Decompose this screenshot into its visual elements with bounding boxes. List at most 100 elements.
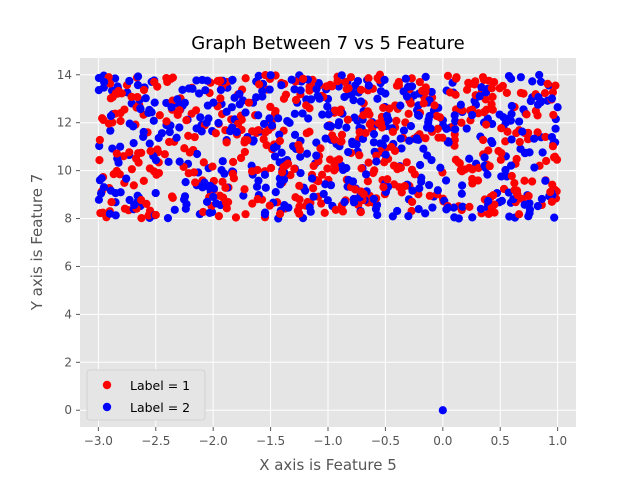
data-point-label-1 xyxy=(376,118,386,128)
data-point-label-1 xyxy=(338,207,348,216)
data-point-label-1 xyxy=(278,168,287,177)
data-point-label-1 xyxy=(443,71,453,80)
data-point-label-1 xyxy=(295,209,304,218)
data-point-label-1 xyxy=(549,110,558,120)
data-point-label-1 xyxy=(357,164,366,173)
data-point-label-1 xyxy=(490,200,499,209)
data-point-label-1 xyxy=(484,76,494,85)
data-point-label-1 xyxy=(224,198,233,207)
data-point-label-2 xyxy=(241,108,250,117)
data-point-label-1 xyxy=(331,205,340,214)
data-point-label-1 xyxy=(162,117,171,126)
data-point-label-2 xyxy=(361,170,371,179)
data-point-label-2 xyxy=(122,174,131,183)
data-point-label-1 xyxy=(379,103,388,112)
data-point-label-2 xyxy=(216,85,225,95)
data-point-label-2 xyxy=(369,130,379,139)
data-point-label-2 xyxy=(265,85,274,94)
data-point-label-2 xyxy=(417,173,426,182)
data-point-label-2 xyxy=(483,170,492,179)
data-point-label-2 xyxy=(533,202,542,211)
data-point-label-1 xyxy=(379,183,388,192)
data-point-label-1 xyxy=(153,82,162,91)
data-point-label-2 xyxy=(507,135,516,144)
data-point-label-2 xyxy=(323,122,332,131)
data-point-label-2 xyxy=(296,152,305,161)
data-point-label-1 xyxy=(490,208,499,217)
data-point-label-2 xyxy=(326,181,336,190)
data-point-label-2 xyxy=(381,150,390,159)
data-point-label-2 xyxy=(175,157,184,166)
data-point-label-1 xyxy=(317,199,326,208)
data-points xyxy=(94,70,562,415)
data-point-label-1 xyxy=(402,158,411,167)
data-point-label-1 xyxy=(119,152,128,161)
data-point-label-1 xyxy=(547,197,556,206)
data-point-label-2 xyxy=(151,188,160,198)
data-point-label-1 xyxy=(139,176,148,185)
data-point-label-1 xyxy=(393,165,402,174)
data-point-label-2 xyxy=(202,197,212,206)
data-point-label-2 xyxy=(270,152,280,161)
data-point-label-2 xyxy=(507,74,516,83)
data-point-label-2 xyxy=(383,116,392,125)
data-point-label-2 xyxy=(406,122,416,131)
data-point-label-2 xyxy=(507,109,516,119)
data-point-label-2 xyxy=(353,76,363,86)
data-point-label-2 xyxy=(125,76,134,86)
data-point-label-2 xyxy=(488,119,497,129)
data-point-label-2 xyxy=(356,97,366,106)
data-point-label-1 xyxy=(279,94,289,103)
data-point-label-1 xyxy=(495,84,504,93)
data-point-label-2 xyxy=(547,94,557,103)
legend: Label = 1 Label = 2 xyxy=(86,369,206,421)
data-point-label-1 xyxy=(466,79,475,88)
data-point-label-1 xyxy=(533,128,542,137)
data-point-label-2 xyxy=(350,113,359,122)
data-point-label-1 xyxy=(216,94,225,103)
data-point-label-2 xyxy=(518,127,527,136)
data-point-label-2 xyxy=(105,209,114,218)
data-point-label-1 xyxy=(120,105,129,114)
data-point-label-2 xyxy=(290,130,300,139)
data-point-label-2 xyxy=(528,77,537,86)
data-point-label-2 xyxy=(465,154,474,163)
data-point-label-1 xyxy=(213,76,222,86)
data-point-label-2 xyxy=(348,177,358,186)
data-point-label-1 xyxy=(151,210,160,220)
data-point-label-2 xyxy=(396,101,405,110)
data-point-label-1 xyxy=(541,132,550,142)
data-point-label-1 xyxy=(133,92,142,102)
data-point-label-2 xyxy=(456,100,465,109)
data-point-label-2 xyxy=(458,202,467,211)
data-point-label-2 xyxy=(106,186,115,195)
data-point-label-1 xyxy=(231,213,241,222)
data-point-label-1 xyxy=(112,149,121,158)
data-point-label-2 xyxy=(206,181,215,190)
data-point-label-1 xyxy=(333,77,342,86)
data-point-label-2 xyxy=(381,134,390,143)
data-point-label-1 xyxy=(95,156,104,165)
data-point-label-2 xyxy=(194,89,204,98)
data-point-label-1 xyxy=(320,208,329,217)
data-point-label-1 xyxy=(435,113,445,122)
data-point-label-1 xyxy=(113,89,122,98)
data-point-label-2 xyxy=(484,196,493,206)
data-point-label-1 xyxy=(214,212,224,221)
data-point-label-2 xyxy=(480,153,489,162)
data-point-label-1 xyxy=(191,178,200,187)
data-point-label-2 xyxy=(323,196,332,205)
data-point-label-1 xyxy=(175,106,184,115)
data-point-label-1 xyxy=(503,127,512,136)
data-point-label-2 xyxy=(441,176,451,185)
data-point-label-2 xyxy=(227,103,237,112)
data-point-label-2 xyxy=(198,183,207,192)
data-point-label-2 xyxy=(369,138,378,147)
data-point-label-1 xyxy=(365,120,374,129)
data-point-label-2 xyxy=(280,201,289,210)
data-point-label-1 xyxy=(540,89,550,98)
data-point-label-2 xyxy=(372,157,381,166)
data-point-label-1 xyxy=(271,106,280,116)
data-point-label-2 xyxy=(196,113,205,122)
